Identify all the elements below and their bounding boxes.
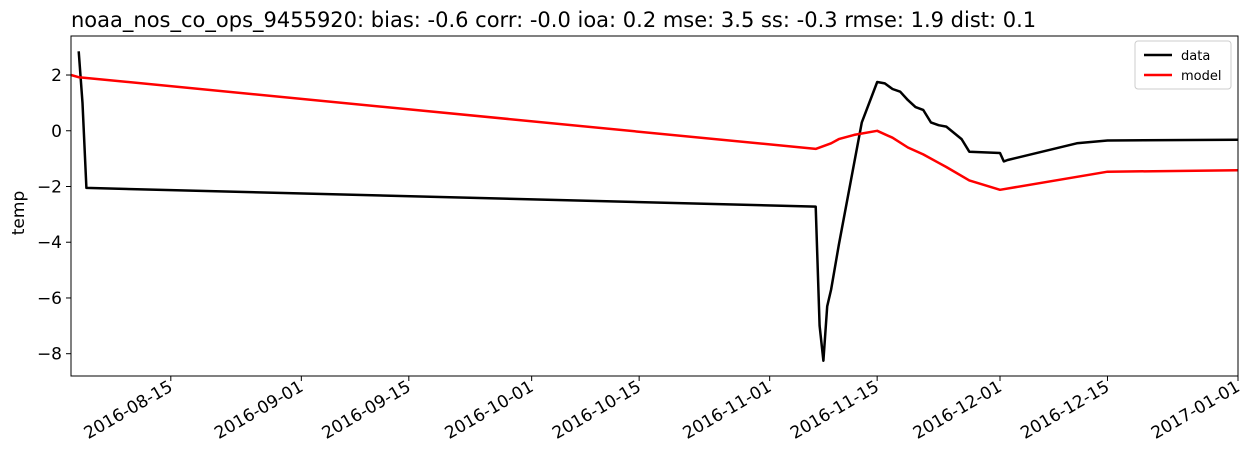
y-tick-label: −8: [37, 345, 62, 365]
legend-label-data: data: [1181, 49, 1210, 64]
chart-title: noaa_nos_co_ops_9455920: bias: -0.6 corr…: [71, 8, 1036, 33]
x-tick-label: 2016-09-01: [211, 377, 307, 444]
x-tick-label: 2016-11-15: [787, 377, 883, 444]
x-tick-label: 2016-09-15: [319, 377, 415, 444]
legend-box: [1134, 40, 1232, 90]
legend-label-model: model: [1181, 69, 1221, 84]
x-tick-label: 2016-11-01: [680, 377, 776, 444]
ticks-layer: −8 −6 −4 −2 0 2 2016-08-15 2016-09-01 2016-09-15…: [37, 66, 1244, 444]
y-tick-label: 0: [51, 122, 62, 142]
y-tick-label: −6: [37, 289, 62, 309]
x-tick-label: 2017-01-01: [1148, 377, 1244, 444]
y-tick-label: 2: [51, 66, 62, 86]
x-tick-label: 2016-08-15: [81, 377, 177, 444]
legend: data model: [1134, 40, 1232, 90]
y-tick-label: −2: [37, 177, 62, 197]
x-tick-label: 2016-12-15: [1017, 377, 1113, 444]
x-tick-label: 2016-12-01: [910, 377, 1006, 444]
y-axis-label: temp: [9, 191, 29, 235]
series-line-data: [77, 51, 1239, 362]
x-tick-label: 2016-10-01: [442, 377, 538, 444]
series-line-model: [70, 73, 1239, 192]
x-tick-label: 2016-10-15: [549, 377, 645, 444]
y-tick-label: −4: [37, 233, 62, 253]
plot-frame: [70, 35, 1239, 377]
series-layer: [70, 51, 1239, 362]
